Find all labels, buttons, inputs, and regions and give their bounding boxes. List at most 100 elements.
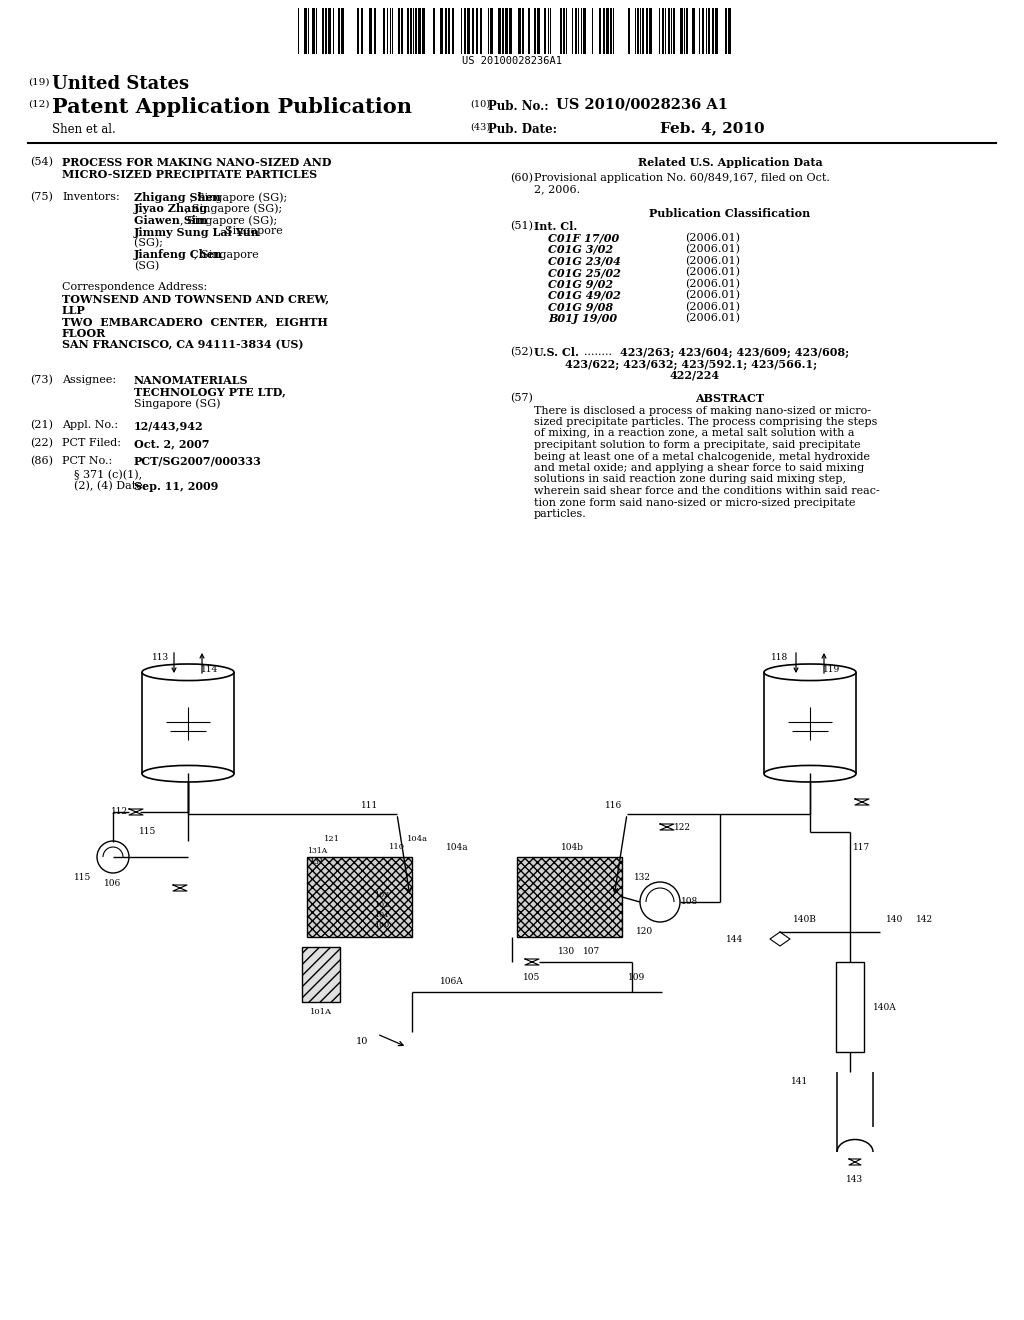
Bar	[537, 8, 540, 54]
Text: 2, 2006.: 2, 2006.	[534, 185, 581, 194]
Bar	[560, 8, 562, 54]
Bar	[528, 8, 530, 54]
Text: 423/263; 423/604; 423/609; 423/608;: 423/263; 423/604; 423/609; 423/608;	[620, 347, 849, 358]
Text: Shen et al.: Shen et al.	[52, 123, 116, 136]
Bar	[502, 8, 504, 54]
Text: , Singapore (SG);: , Singapore (SG);	[185, 203, 283, 214]
Text: (22): (22)	[30, 438, 53, 449]
Text: 118: 118	[771, 652, 788, 661]
Text: (2006.01): (2006.01)	[685, 267, 740, 277]
Text: 110: 110	[389, 843, 406, 851]
Bar	[642, 8, 644, 54]
Text: 122: 122	[674, 822, 690, 832]
Text: 112: 112	[112, 808, 129, 817]
Bar	[307, 857, 412, 937]
Bar	[522, 8, 524, 54]
Bar	[415, 8, 417, 54]
Text: C01G 9/08: C01G 9/08	[548, 301, 613, 313]
Bar	[606, 8, 609, 54]
Text: B01J 19/00: B01J 19/00	[548, 313, 617, 323]
Bar	[649, 8, 652, 54]
Bar	[433, 8, 435, 54]
Text: Giawen Sim: Giawen Sim	[134, 215, 208, 226]
Text: U.S. Cl.: U.S. Cl.	[534, 347, 579, 358]
Bar	[692, 8, 695, 54]
Bar	[662, 8, 664, 54]
Bar	[374, 8, 376, 54]
Bar	[361, 8, 362, 54]
Text: 111: 111	[361, 801, 379, 810]
Text: US 2010/0028236 A1: US 2010/0028236 A1	[556, 98, 728, 112]
Text: 142: 142	[916, 916, 934, 924]
Text: 115: 115	[139, 828, 157, 837]
Text: 116: 116	[605, 801, 623, 810]
Text: (86): (86)	[30, 455, 53, 466]
Text: C01G 9/02: C01G 9/02	[548, 279, 613, 289]
Bar	[668, 8, 670, 54]
Text: 131: 131	[309, 858, 325, 866]
Bar	[680, 8, 683, 54]
Bar	[544, 8, 546, 54]
Text: 423/622; 423/632; 423/592.1; 423/566.1;: 423/622; 423/632; 423/592.1; 423/566.1;	[565, 359, 817, 370]
Bar	[517, 857, 622, 937]
Text: of mixing, in a reaction zone, a metal salt solution with a: of mixing, in a reaction zone, a metal s…	[534, 429, 854, 438]
Bar	[369, 8, 372, 54]
Bar	[476, 8, 478, 54]
Text: 143: 143	[847, 1176, 863, 1184]
Bar	[534, 8, 536, 54]
Bar	[509, 8, 512, 54]
Text: , Singapore: , Singapore	[218, 227, 283, 236]
Bar	[445, 8, 447, 54]
Text: 10: 10	[355, 1038, 369, 1047]
Text: 141: 141	[792, 1077, 809, 1086]
Bar	[712, 8, 714, 54]
Bar	[563, 8, 565, 54]
Text: 119: 119	[823, 665, 841, 675]
Text: US 20100028236A1: US 20100028236A1	[462, 55, 562, 66]
Text: (54): (54)	[30, 157, 53, 168]
Bar	[628, 8, 630, 54]
Text: 107: 107	[584, 948, 601, 957]
Bar	[708, 8, 710, 54]
Text: 108: 108	[681, 898, 698, 907]
Bar	[836, 962, 864, 1052]
Bar	[407, 8, 409, 54]
Text: 103: 103	[375, 891, 389, 899]
Text: being at least one of a metal chalcogenide, metal hydroxide: being at least one of a metal chalcogeni…	[534, 451, 870, 462]
Text: PCT/SG2007/000333: PCT/SG2007/000333	[134, 455, 262, 467]
Text: Publication Classification: Publication Classification	[649, 209, 811, 219]
Text: (43): (43)	[470, 123, 490, 132]
Bar	[398, 8, 400, 54]
Text: Related U.S. Application Data: Related U.S. Application Data	[638, 157, 822, 168]
Bar	[599, 8, 601, 54]
Text: 114: 114	[202, 665, 219, 675]
Bar	[341, 8, 344, 54]
Text: 132: 132	[634, 873, 650, 882]
Text: TOWNSEND AND TOWNSEND AND CREW,: TOWNSEND AND TOWNSEND AND CREW,	[62, 293, 329, 305]
Text: 100: 100	[375, 921, 389, 929]
Text: Provisional application No. 60/849,167, filed on Oct.: Provisional application No. 60/849,167, …	[534, 173, 829, 183]
Bar	[725, 8, 727, 54]
Bar	[418, 8, 421, 54]
Text: (19): (19)	[28, 78, 49, 87]
Bar	[312, 8, 315, 54]
Text: (2006.01): (2006.01)	[685, 290, 740, 301]
Text: 121: 121	[324, 836, 340, 843]
Bar	[325, 8, 327, 54]
Bar	[480, 8, 482, 54]
Text: FLOOR: FLOOR	[62, 327, 106, 339]
Bar	[401, 8, 403, 54]
Bar	[467, 8, 470, 54]
Text: 101A: 101A	[310, 1008, 332, 1016]
Text: (2006.01): (2006.01)	[685, 313, 740, 323]
Text: 102: 102	[375, 902, 389, 909]
Bar	[518, 8, 521, 54]
Text: 144: 144	[726, 935, 743, 944]
Bar	[728, 8, 731, 54]
Text: Oct. 2, 2007: Oct. 2, 2007	[134, 438, 210, 449]
Bar	[637, 8, 639, 54]
Bar	[505, 8, 508, 54]
Bar	[472, 8, 474, 54]
Text: 104b: 104b	[560, 842, 584, 851]
Text: precipitant solution to form a precipitate, said precipitate: precipitant solution to form a precipita…	[534, 440, 860, 450]
